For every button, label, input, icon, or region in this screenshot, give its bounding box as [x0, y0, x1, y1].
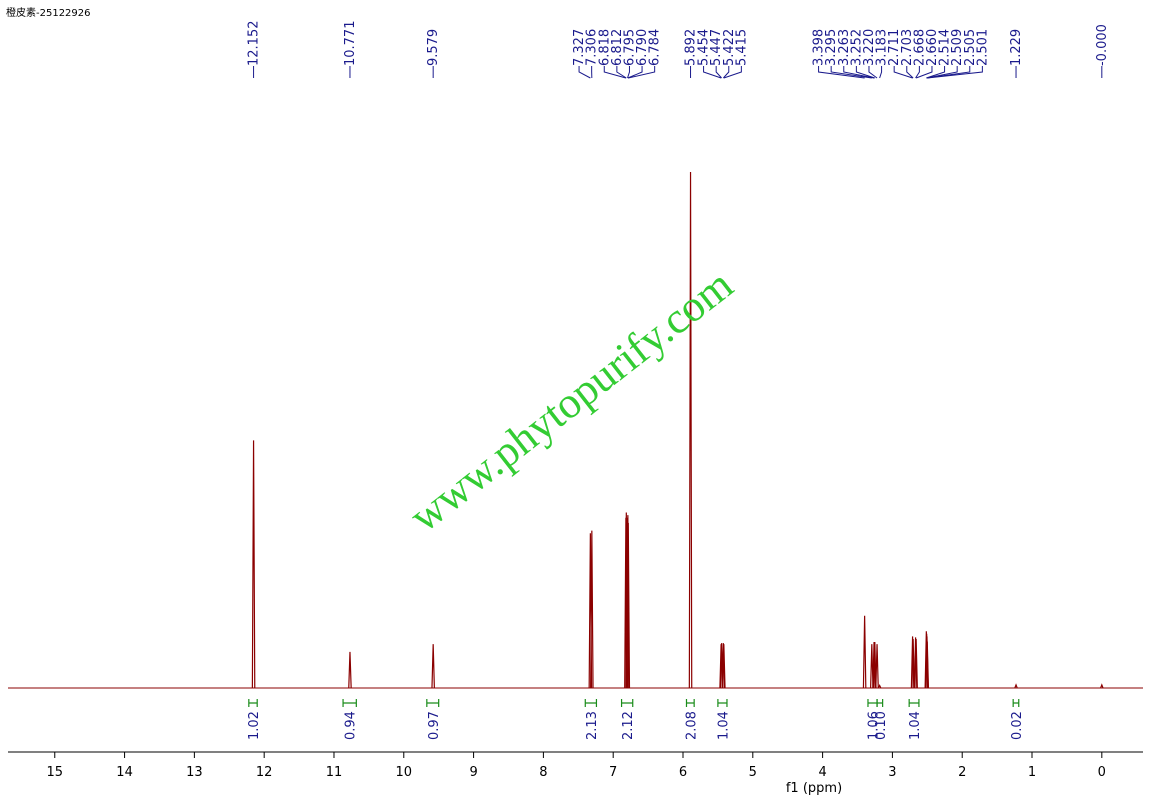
x-tick-label: 12: [256, 765, 273, 780]
x-axis-label: f1 (ppm): [786, 781, 842, 796]
peak: [349, 652, 351, 688]
chart-title: 橙皮素-25122926: [6, 6, 91, 19]
x-tick-label: 3: [888, 765, 896, 780]
peak-label: 6.784: [648, 29, 663, 66]
peak-label: 1.229: [1009, 29, 1024, 66]
peak-label: 9.579: [426, 29, 441, 66]
x-tick-label: 14: [116, 765, 133, 780]
integral-bracket: [585, 699, 596, 707]
integral-label: 1.02: [247, 711, 262, 740]
x-tick-label: 8: [539, 765, 547, 780]
peak: [876, 644, 878, 688]
x-tick-label: 6: [679, 765, 687, 780]
integral-bracket: [718, 699, 727, 707]
peak-leader: [894, 66, 912, 78]
integral-bracket: [427, 699, 439, 707]
integral-bracket: [877, 699, 883, 707]
peak-leader: [628, 66, 630, 78]
integral-bracket: [686, 699, 694, 707]
integral-bracket: [909, 699, 919, 707]
integral-bracket: [868, 699, 877, 707]
peak-leader: [579, 66, 590, 78]
peak-label: 5.415: [734, 29, 749, 66]
integral-bracket: [1013, 699, 1019, 707]
integral-label: 2.13: [585, 711, 600, 740]
integral-label: 0.10: [874, 711, 889, 740]
peak: [432, 644, 434, 688]
peak-leader: [916, 66, 932, 78]
integral-bracket: [249, 699, 257, 707]
peak-leader: [724, 66, 742, 78]
integral-bracket: [343, 699, 356, 707]
x-tick-label: 5: [749, 765, 757, 780]
peak-label: 10.771: [343, 21, 358, 67]
peak-leader: [880, 66, 882, 78]
peak-leader: [704, 66, 722, 78]
x-tick-label: 1: [1028, 765, 1036, 780]
peak-label: 12.152: [247, 21, 262, 67]
peak-label: 2.501: [975, 29, 990, 66]
peak: [863, 616, 865, 688]
peak-label: -0.000: [1095, 24, 1110, 66]
x-tick-label: 4: [818, 765, 826, 780]
x-tick-label: 2: [958, 765, 966, 780]
integral-label: 0.94: [344, 711, 359, 740]
integral-label: 2.12: [621, 711, 636, 740]
peak: [689, 172, 691, 688]
x-tick-label: 11: [326, 765, 343, 780]
integral-label: 1.04: [716, 711, 731, 740]
x-tick-label: 10: [396, 765, 413, 780]
x-tick-label: 13: [186, 765, 203, 780]
integral-label: 2.08: [684, 711, 699, 740]
peak: [252, 440, 254, 688]
integral-bracket: [622, 699, 633, 707]
x-tick-label: 9: [469, 765, 477, 780]
peak-leader: [916, 66, 920, 78]
x-tick-label: 15: [46, 765, 63, 780]
x-tick-label: 7: [609, 765, 617, 780]
integral-label: 0.97: [427, 711, 442, 740]
integral-label: 1.04: [908, 711, 923, 740]
x-tick-label: 0: [1098, 765, 1106, 780]
integral-label: 0.02: [1010, 711, 1025, 740]
